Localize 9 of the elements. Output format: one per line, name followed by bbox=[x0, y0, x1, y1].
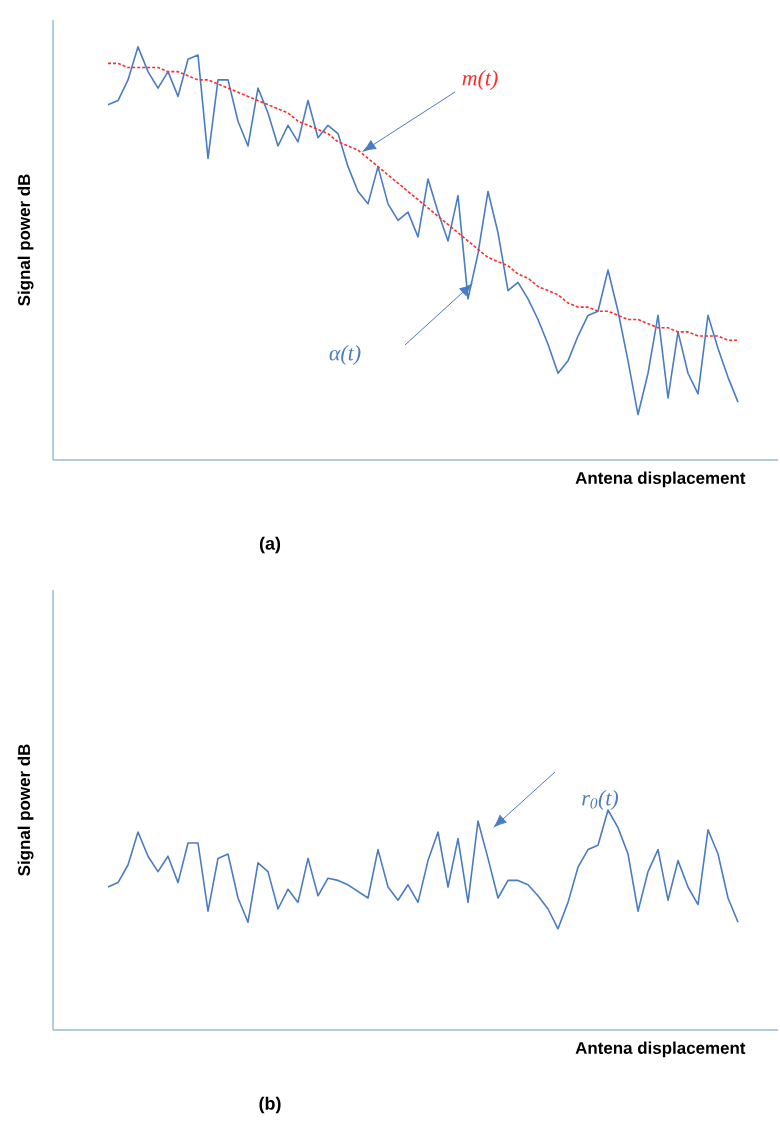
y-axis-title: Signal power dB bbox=[17, 744, 34, 876]
y-axis-title: Signal power dB bbox=[17, 174, 34, 306]
text: α(t) bbox=[329, 345, 361, 365]
text: (a) bbox=[259, 536, 281, 554]
x-axis-title: Antena displacement bbox=[575, 471, 746, 488]
text: (b) bbox=[259, 1096, 281, 1114]
x-axis-title: Antena displacement bbox=[575, 1041, 746, 1058]
legend-label: r$_{0}$(t) bbox=[582, 790, 619, 810]
text: m(t) bbox=[462, 70, 498, 90]
